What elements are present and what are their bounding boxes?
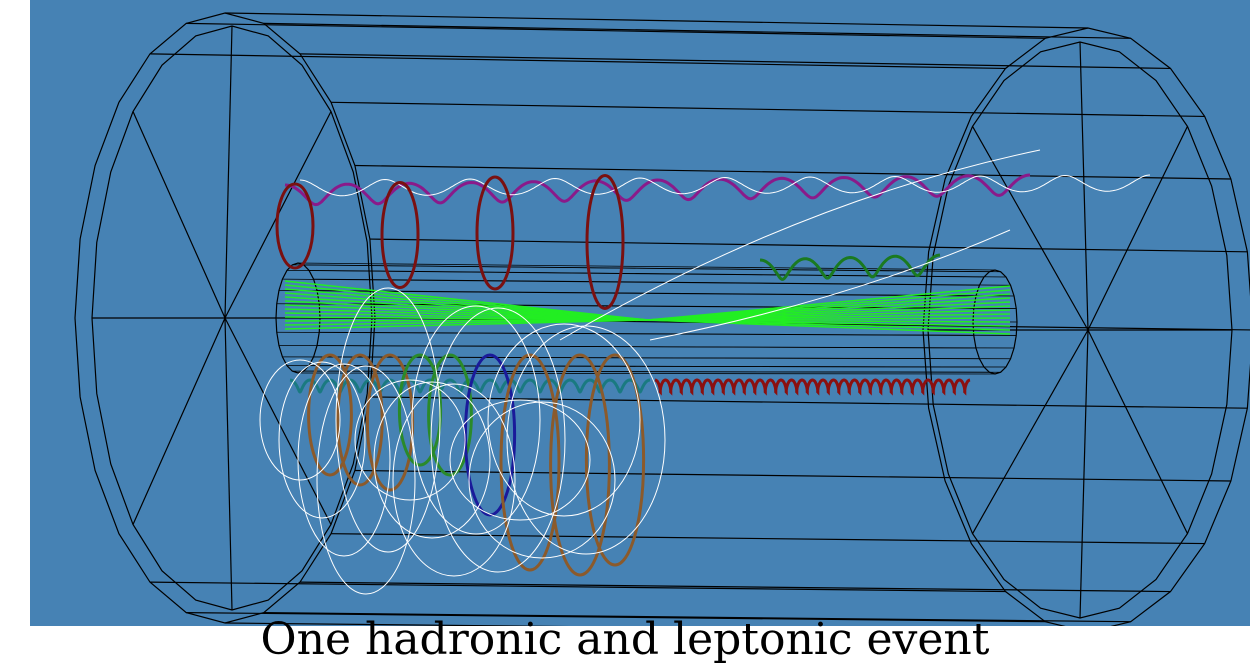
event-display bbox=[0, 0, 1250, 626]
caption: One hadronic and leptonic event bbox=[0, 618, 1250, 662]
background bbox=[30, 0, 1250, 626]
page: One hadronic and leptonic event (() => {… bbox=[0, 0, 1250, 638]
